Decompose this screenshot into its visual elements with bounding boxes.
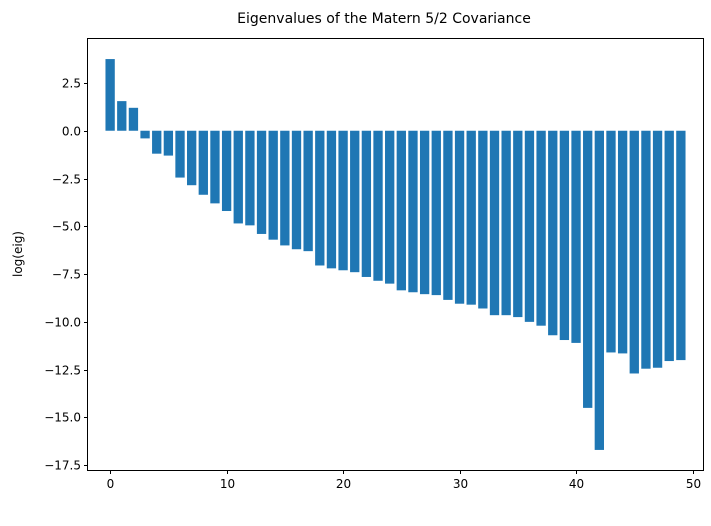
bar-11 [233,130,243,224]
bar-46 [641,130,651,369]
bar-43 [606,130,616,353]
y-tick-label: −17.5 [44,459,81,473]
bar-3 [140,130,150,139]
y-axis-label: log(eig) [11,231,25,277]
x-tick-label: 10 [220,477,235,491]
bar-20 [338,130,348,271]
plot-frame [87,38,704,471]
y-tick-label: −12.5 [44,364,81,378]
bar-19 [326,130,337,269]
bar-10 [221,130,232,212]
bar-38 [548,130,558,336]
bar-30 [454,130,465,304]
x-tick-label: 40 [569,477,584,491]
y-tick-label: −2.5 [52,173,81,187]
bar-41 [583,130,593,408]
bar-12 [245,130,255,226]
bar-49 [676,130,686,361]
bar-8 [198,130,208,195]
x-tick-label: 0 [107,477,115,491]
bar-37 [536,130,546,326]
bar-18 [315,130,325,266]
bar-34 [501,130,511,316]
x-tick-label: 20 [336,477,351,491]
chart-title: Eigenvalues of the Matern 5/2 Covariance [237,11,531,27]
bar-24 [385,130,395,284]
bar-45 [629,130,639,374]
bar-40 [571,130,581,343]
bar-2 [128,107,139,131]
bar-33 [489,130,500,316]
bar-44 [617,130,628,354]
bar-0 [105,59,115,131]
bar-1 [117,101,127,131]
bar-39 [559,130,570,341]
bar-28 [431,130,441,296]
bar-32 [478,130,488,309]
y-tick-label: −15.0 [44,411,81,425]
bar-48 [664,130,674,362]
bars-group [105,59,686,450]
x-axis: 0 10 20 30 40 50 [107,470,701,491]
bar-14 [268,130,278,240]
bar-27 [419,130,430,295]
bar-21 [350,130,360,273]
bar-42 [594,130,604,450]
y-tick-label: −5.0 [52,220,81,234]
bar-25 [396,130,406,291]
y-tick-label: −10.0 [44,316,81,330]
bar-22 [361,130,372,277]
bar-13 [256,130,267,234]
y-tick-label: 2.5 [62,77,81,91]
bar-16 [291,130,302,250]
bar-9 [210,130,220,204]
bar-36 [524,130,535,322]
y-tick-label: 0.0 [62,125,81,139]
bar-29 [443,130,453,300]
bar-5 [163,130,174,156]
bar-47 [652,130,663,368]
x-tick-label: 30 [453,477,468,491]
y-tick-label: −7.5 [52,268,81,282]
bar-4 [152,130,162,154]
x-tick-label: 50 [686,477,701,491]
bar-7 [187,130,197,186]
bar-17 [303,130,313,252]
bar-35 [513,130,523,318]
bar-26 [408,130,418,293]
bar-6 [175,130,185,178]
y-axis: 2.5 0.0 −2.5 −5.0 −7.5 −10.0 −12.5 −15.0 −17.5 [44,77,88,473]
bar-23 [373,130,383,281]
bar-31 [466,130,476,305]
bar-15 [280,130,290,246]
